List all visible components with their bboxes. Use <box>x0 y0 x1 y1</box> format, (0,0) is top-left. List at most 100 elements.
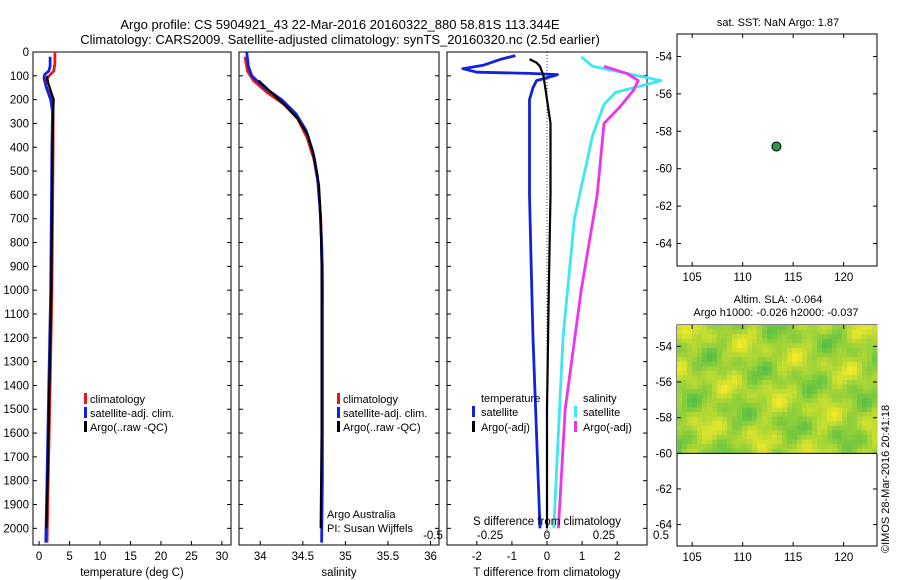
sla-cell <box>722 434 728 441</box>
sla-cell <box>722 325 728 331</box>
sla-cell <box>707 370 713 377</box>
sla-cell <box>697 393 703 399</box>
legend-label-t-satellite: satellite <box>481 407 518 419</box>
sla-cell <box>792 334 798 340</box>
argo-australia-label: Argo Australia <box>327 509 396 521</box>
sla-cell <box>692 370 698 377</box>
sla-cell <box>722 448 728 454</box>
sla-cell <box>812 412 818 418</box>
sla-cell <box>822 393 828 399</box>
sla-cell <box>812 430 818 436</box>
sla-cell <box>862 361 868 367</box>
sla-cell <box>802 366 808 372</box>
sla-cell <box>762 412 768 418</box>
sla-cell <box>727 384 733 390</box>
sla-cell <box>702 329 708 335</box>
sla-cell <box>717 412 723 418</box>
sla-cell <box>722 375 728 381</box>
sla-cell <box>827 444 833 450</box>
sla-cell <box>872 338 878 344</box>
sla-cell <box>742 366 748 372</box>
sla-cell <box>702 357 708 363</box>
sla-cell <box>867 448 873 454</box>
sla-cell <box>857 439 863 445</box>
sla-cell <box>732 338 738 344</box>
sla-cell <box>867 416 873 422</box>
sla-cell <box>792 329 798 335</box>
sla-cell <box>697 402 703 409</box>
sla-cell <box>797 370 803 377</box>
sla-cell <box>852 347 858 354</box>
sla-cell <box>697 412 703 418</box>
sla-cell <box>752 448 758 454</box>
sla-map-subtitle: Argo h1000: -0.026 h2000: -0.037 <box>693 307 858 319</box>
sla-cell <box>742 444 748 450</box>
sla-cell <box>827 430 833 436</box>
sla-cell <box>692 338 698 344</box>
sla-cell <box>717 384 723 390</box>
sla-cell <box>797 343 803 349</box>
sla-cell <box>677 430 683 436</box>
sla-cell <box>822 334 828 340</box>
sla-cell <box>837 380 843 386</box>
sla-cell <box>827 380 833 386</box>
sla-cell <box>717 416 723 422</box>
sla-cell <box>742 329 748 335</box>
sla-cell <box>792 434 798 441</box>
sla-cell <box>817 325 823 331</box>
s-difference-tick-label: -0.5 <box>423 530 443 542</box>
sla-cell <box>712 352 718 358</box>
sla-cell <box>822 366 828 372</box>
sla-cell <box>762 393 768 399</box>
sla-cell <box>687 407 693 413</box>
sla-cell <box>802 439 808 445</box>
sla-cell <box>867 444 873 450</box>
sla-cell <box>837 398 843 404</box>
sla-cell <box>752 416 758 422</box>
sla-cell <box>822 343 828 349</box>
sla-cell <box>842 380 848 386</box>
sla-cell <box>872 329 878 335</box>
sla-cell <box>857 444 863 450</box>
sla-cell <box>847 361 853 367</box>
sla-cell <box>762 421 768 427</box>
sla-cell <box>807 343 813 349</box>
sla-cell <box>677 352 683 358</box>
sla-cell <box>842 402 848 409</box>
sla-cell <box>727 361 733 367</box>
sla-cell <box>872 421 878 427</box>
sla-cell <box>742 434 748 441</box>
sla-cell <box>727 352 733 358</box>
sla-cell <box>737 352 743 358</box>
sla-cell <box>752 343 758 349</box>
sla-cell <box>687 352 693 358</box>
sla-cell <box>742 375 748 381</box>
sla-cell <box>717 357 723 363</box>
sla-cell <box>752 384 758 390</box>
sla-cell <box>767 384 773 390</box>
sla-cell <box>787 407 793 413</box>
sla-cell <box>787 380 793 386</box>
sla-cell <box>767 347 773 354</box>
sla-cell <box>687 444 693 450</box>
sla-cell <box>837 412 843 418</box>
sla-cell <box>787 361 793 367</box>
sla-cell <box>802 448 808 454</box>
sla-cell <box>732 421 738 427</box>
sla-cell <box>707 357 713 363</box>
map-lat-tick-label: -62 <box>655 484 672 496</box>
sla-cell <box>847 444 853 450</box>
temperature-legend: climatology satellite-adj. clim. Argo(..… <box>84 393 174 434</box>
sla-cell <box>847 421 853 427</box>
depth-tick-label: 400 <box>10 142 29 154</box>
sla-cell <box>692 375 698 381</box>
sla-cell <box>722 329 728 335</box>
sla-cell <box>767 357 773 363</box>
sla-cell <box>757 430 763 436</box>
sla-cell <box>682 334 688 340</box>
depth-tick-label: 0 <box>23 47 29 59</box>
sla-cell <box>747 352 753 358</box>
sla-cell <box>807 366 813 372</box>
legend-swatch-s-satellite <box>574 406 577 417</box>
sla-cell <box>812 352 818 358</box>
